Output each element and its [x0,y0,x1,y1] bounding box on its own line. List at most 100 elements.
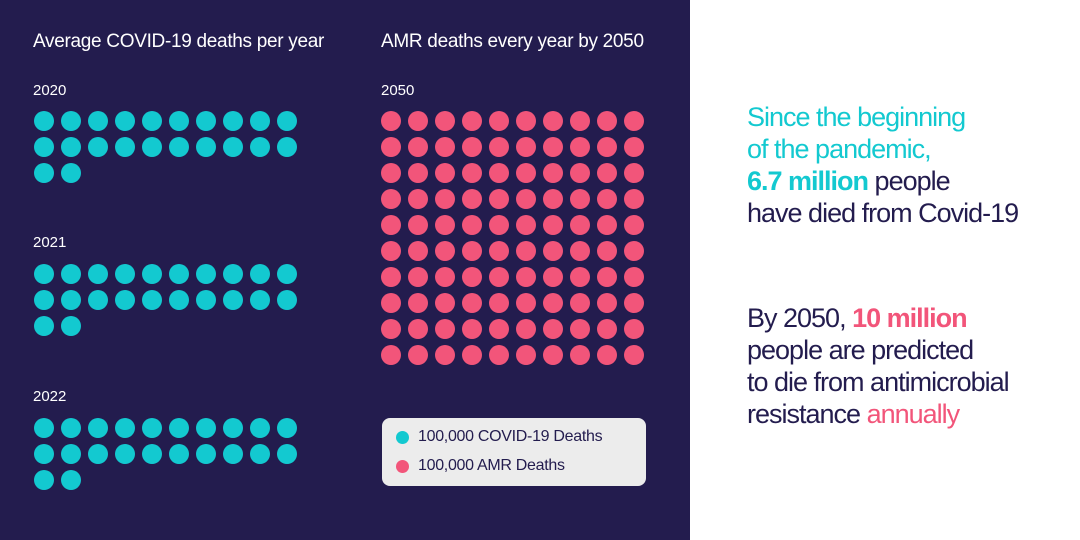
amr-dot-2050-13 [435,137,455,157]
covid-dot-2021-20 [277,290,297,310]
covid-dot-2022-11 [34,444,54,464]
covid-dot-2021-2 [61,264,81,284]
amr-dot-2050-52 [408,241,428,261]
amr-dot-2050-97 [543,345,563,365]
covid-dot-2022-9 [250,418,270,438]
amr-annually: annually [866,399,961,429]
amr-callout-line-2: people are predicted [747,335,974,365]
amr-dot-2050-63 [435,267,455,287]
legend-swatch-covid [396,430,409,444]
amr-dot-2050-12 [408,137,428,157]
amr-dot-2050-6 [516,111,536,131]
amr-dot-2050-35 [489,189,509,209]
covid-chart-title: Average COVID-19 deaths per year [33,31,325,52]
legend-item-amr: 100,000 AMR Deaths [396,457,565,475]
covid-dot-2022-16 [169,444,189,464]
amr-dot-2050-9 [597,111,617,131]
amr-dot-2050-32 [408,189,428,209]
amr-dot-2050-88 [570,319,590,339]
covid-dot-2021-17 [196,290,216,310]
covid-dot-2022-6 [169,418,189,438]
amr-dot-2050-3 [435,111,455,131]
covid-dot-2021-7 [196,264,216,284]
amr-dot-2050-58 [570,241,590,261]
covid-dot-2021-4 [115,264,135,284]
amr-dot-2050-60 [624,241,644,261]
covid-dot-2020-1 [34,111,54,131]
amr-callout: By 2050, 10 million people are predicted… [747,302,1010,430]
covid-dot-2022-12 [61,444,81,464]
amr-dot-2050-16 [516,137,536,157]
covid-dot-2021-13 [88,290,108,310]
legend-label-covid: 100,000 COVID-19 Deaths [418,428,603,445]
amr-dot-2050-50 [624,215,644,235]
covid-dot-2022-7 [196,418,216,438]
covid-dot-2021-12 [61,290,81,310]
amr-dot-2050-42 [408,215,428,235]
amr-dot-2050-53 [435,241,455,261]
amr-dot-2050-48 [570,215,590,235]
covid-dot-2022-3 [88,418,108,438]
amr-dot-2050-40 [624,189,644,209]
amr-dot-2050-82 [408,319,428,339]
amr-dot-2050-81 [381,319,401,339]
covid-dot-2022-13 [88,444,108,464]
amr-dot-2050-85 [489,319,509,339]
amr-dot-2050-31 [381,189,401,209]
legend-item-covid: 100,000 COVID-19 Deaths [396,428,603,446]
amr-dot-grid-2050 [381,111,644,365]
amr-dot-2050-23 [435,163,455,183]
amr-dot-2050-66 [516,267,536,287]
covid-dot-2021-15 [142,290,162,310]
covid-dot-grid-2022 [34,418,297,490]
covid-dot-2022-5 [142,418,162,438]
amr-dot-2050-34 [462,189,482,209]
covid-dot-2020-21 [34,163,54,183]
covid-dot-2020-18 [223,137,243,157]
covid-dot-2021-22 [61,316,81,336]
amr-chart-title: AMR deaths every year by 2050 [381,31,644,52]
covid-dot-2021-19 [250,290,270,310]
covid-dot-2022-18 [223,444,243,464]
amr-dot-2050-43 [435,215,455,235]
amr-dot-2050-56 [516,241,536,261]
covid-death-count: 6.7 million [747,166,869,196]
covid-dot-2020-5 [142,111,162,131]
legend: 100,000 COVID-19 Deaths 100,000 AMR Deat… [382,418,646,486]
covid-callout-line-1: Since the beginning [747,102,966,132]
amr-dot-2050-76 [516,293,536,313]
amr-dot-2050-33 [435,189,455,209]
amr-dot-2050-62 [408,267,428,287]
amr-dot-2050-71 [381,293,401,313]
amr-dot-2050-72 [408,293,428,313]
amr-callout-line-3: to die from antimicrobial [747,367,1010,397]
covid-dot-grid-2020 [34,111,297,183]
covid-dot-2022-20 [277,444,297,464]
covid-dot-2021-18 [223,290,243,310]
amr-dot-2050-87 [543,319,563,339]
covid-dot-2021-16 [169,290,189,310]
amr-dot-2050-10 [624,111,644,131]
covid-dot-2021-21 [34,316,54,336]
amr-dot-2050-21 [381,163,401,183]
covid-dot-2022-17 [196,444,216,464]
amr-dot-2050-28 [570,163,590,183]
amr-dot-2050-36 [516,189,536,209]
amr-dot-2050-5 [489,111,509,131]
covid-dot-2020-8 [223,111,243,131]
amr-dot-2050-59 [597,241,617,261]
year-label-2021: 2021 [33,234,67,251]
amr-dot-2050-57 [543,241,563,261]
covid-dot-2022-15 [142,444,162,464]
amr-dot-2050-41 [381,215,401,235]
covid-dot-2020-12 [61,137,81,157]
covid-dot-2020-20 [277,137,297,157]
amr-dot-2050-69 [597,267,617,287]
covid-dot-2021-8 [223,264,243,284]
amr-dot-2050-4 [462,111,482,131]
covid-dot-2020-2 [61,111,81,131]
amr-dot-2050-83 [435,319,455,339]
amr-dot-2050-39 [597,189,617,209]
covid-dot-2022-8 [223,418,243,438]
covid-callout-line-4: have died from Covid-19 [747,198,1019,228]
